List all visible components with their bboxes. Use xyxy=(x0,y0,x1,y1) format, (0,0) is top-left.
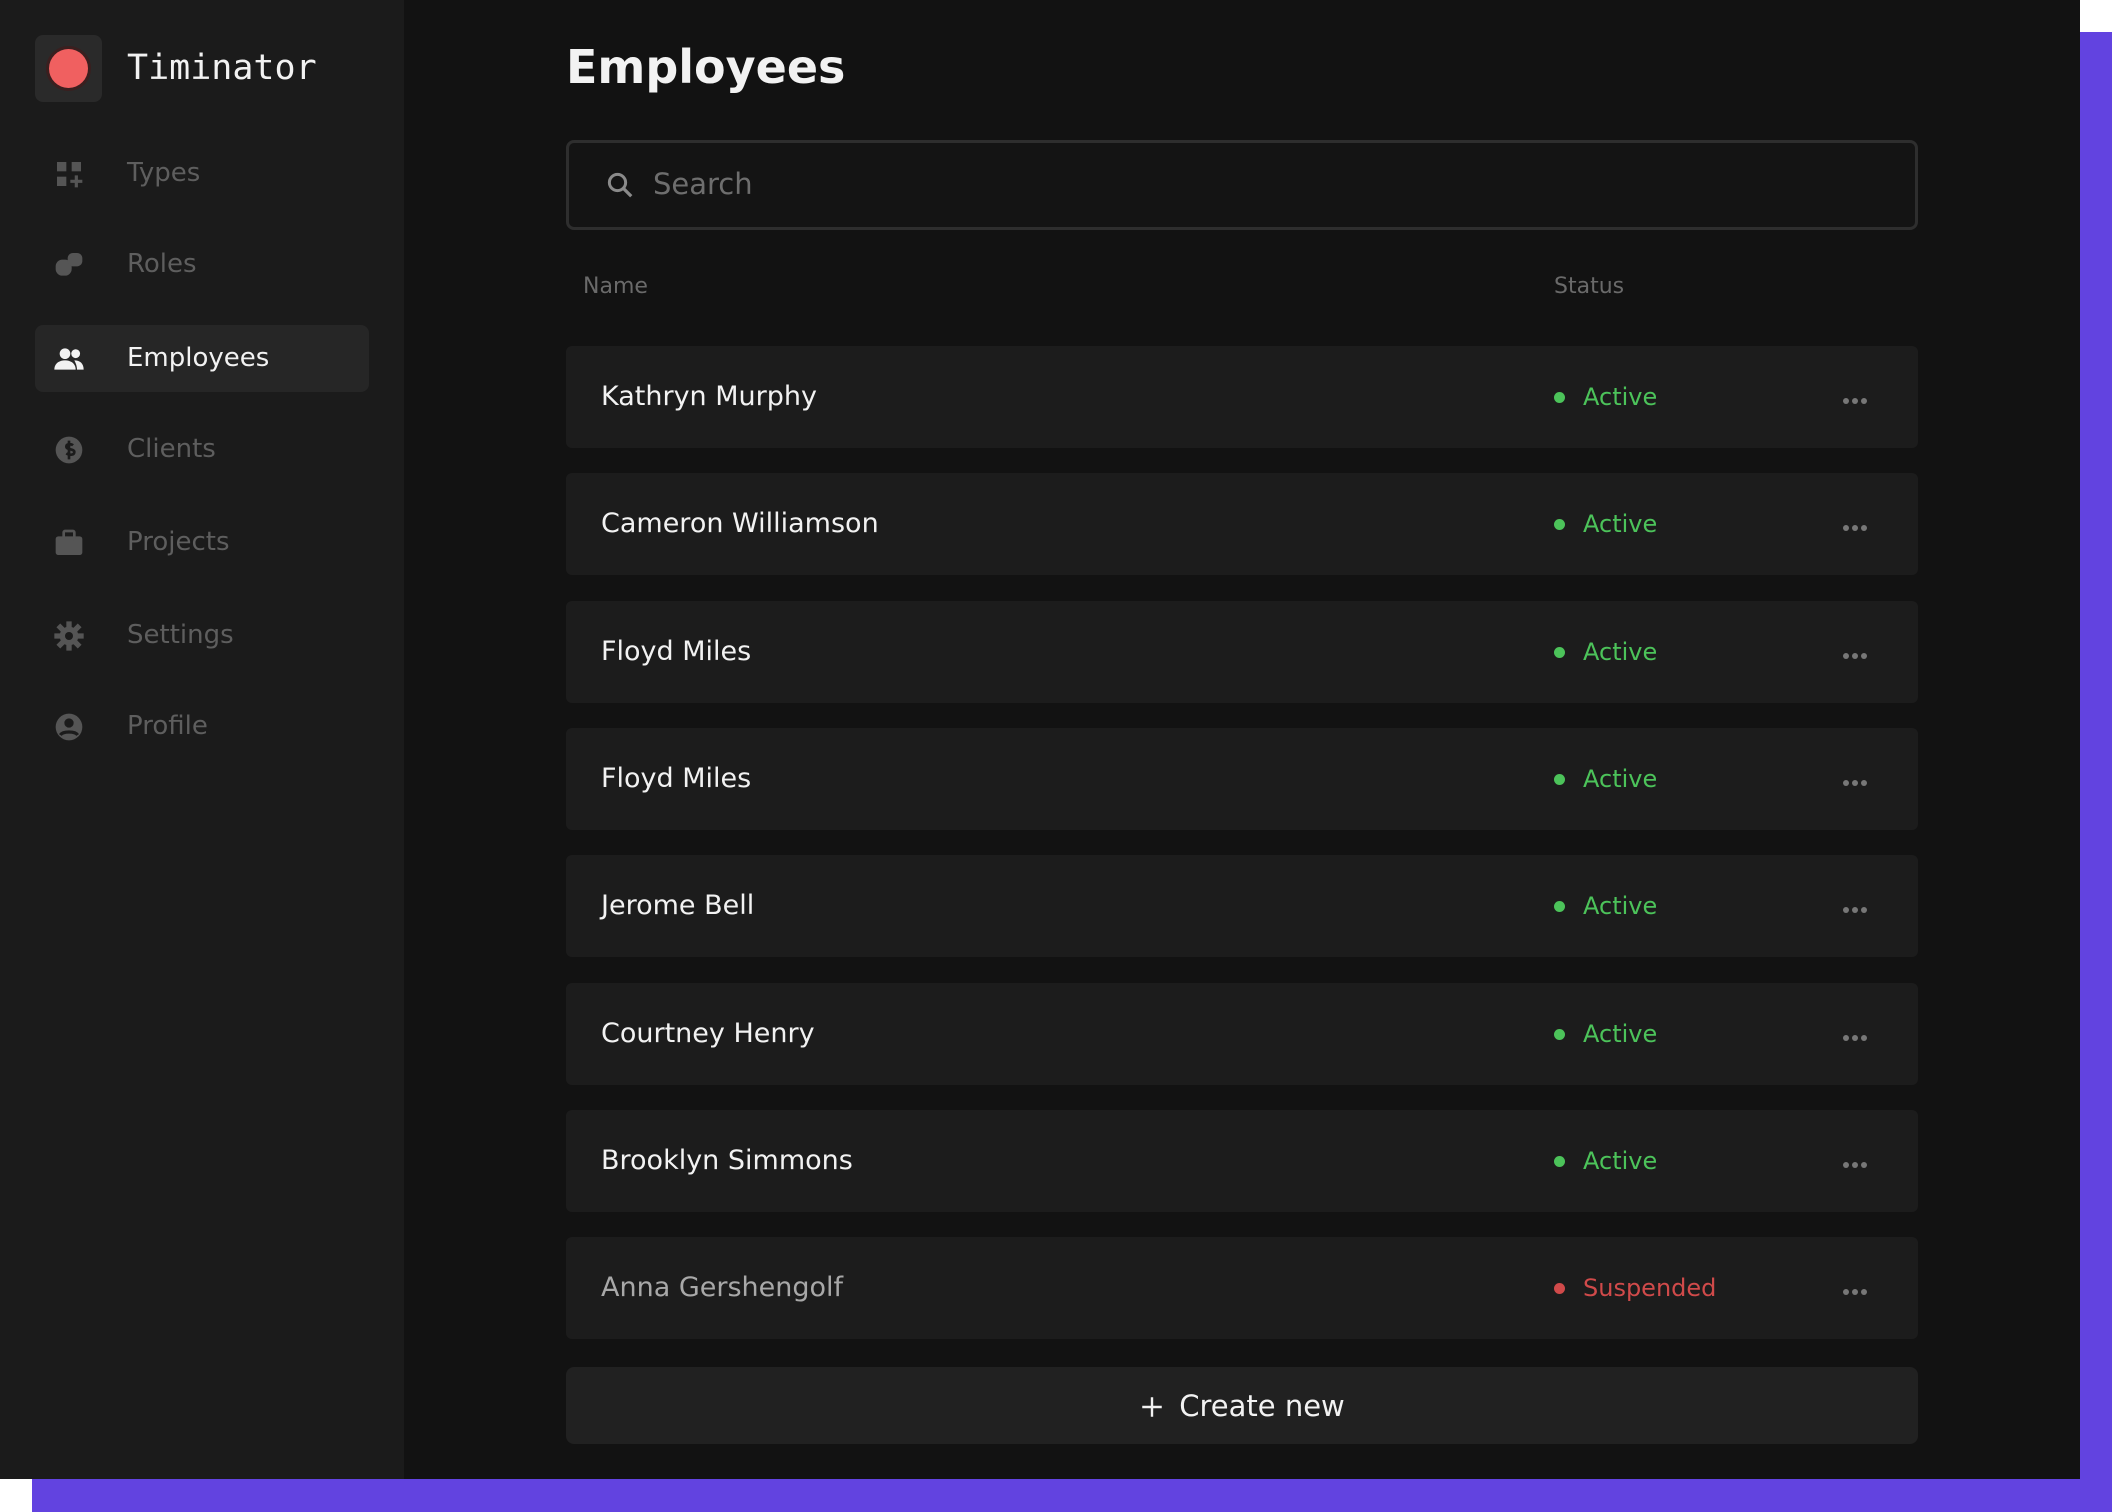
status-dot xyxy=(1554,1155,1565,1167)
logo[interactable] xyxy=(35,35,102,102)
nav-icon xyxy=(54,348,84,370)
more-button[interactable] xyxy=(1842,899,1868,918)
status-label: Active xyxy=(1583,892,1658,921)
table-row[interactable]: Brooklyn Simmons Active xyxy=(566,1109,1918,1212)
employee-name: Floyd Miles xyxy=(601,635,752,667)
more-button[interactable] xyxy=(1842,772,1868,791)
status-dot xyxy=(1554,1028,1565,1040)
nav-item[interactable]: Profile xyxy=(35,693,369,760)
nav-label: Employees xyxy=(127,343,270,373)
more-button[interactable] xyxy=(1842,390,1868,409)
employee-name: Floyd Miles xyxy=(601,762,752,794)
status-label: Active xyxy=(1583,1146,1658,1175)
nav-icon xyxy=(55,529,83,555)
table-row[interactable]: Kathryn Murphy Active xyxy=(566,346,1918,448)
more-button[interactable] xyxy=(1842,1154,1868,1173)
employee-name: Courtney Henry xyxy=(601,1017,815,1049)
search-placeholder: Search xyxy=(653,167,753,201)
sidebar: Timinator Types Roles Employees Clients Proj… xyxy=(0,0,404,1479)
nav-label: Types xyxy=(127,158,201,188)
table-row[interactable]: Jerome Bell Active xyxy=(566,855,1918,958)
table-row[interactable]: Cameron Williamson Active xyxy=(566,473,1918,576)
employee-name: Cameron Williamson xyxy=(601,508,879,540)
table-row[interactable]: Floyd Miles Active xyxy=(566,727,1918,830)
more-icon xyxy=(1843,652,1867,659)
app: Timinator Types Roles Employees Clients Proj… xyxy=(0,0,2080,1479)
nav-item[interactable]: Projects xyxy=(35,509,369,576)
more-icon xyxy=(1843,779,1867,786)
more-icon xyxy=(1843,1034,1867,1041)
employee-name: Brooklyn Simmons xyxy=(601,1144,853,1176)
nav-item[interactable]: Clients xyxy=(35,416,369,483)
logo-icon xyxy=(49,49,88,88)
nav-item[interactable]: Employees xyxy=(35,325,369,392)
nav-label: Projects xyxy=(127,527,230,557)
status-label: Active xyxy=(1583,1019,1658,1048)
more-button[interactable] xyxy=(1842,1281,1868,1300)
status-label: Active xyxy=(1583,637,1658,666)
table-row[interactable]: Courtney Henry Active xyxy=(566,982,1918,1085)
more-icon xyxy=(1843,1289,1867,1296)
status-dot xyxy=(1554,901,1565,913)
employee-name: Jerome Bell xyxy=(601,890,755,922)
employee-name: Kathryn Murphy xyxy=(601,381,817,412)
status-label: Active xyxy=(1583,510,1658,539)
status-label: Active xyxy=(1583,383,1658,411)
nav-icon xyxy=(55,436,83,464)
nav-item[interactable]: Roles xyxy=(35,231,369,298)
nav-icon xyxy=(57,162,83,188)
more-icon xyxy=(1843,398,1867,404)
nav-label: Profile xyxy=(127,711,208,741)
status-label: Active xyxy=(1583,764,1658,793)
status-dot xyxy=(1554,392,1565,403)
employee-name: Anna Gershengolf xyxy=(601,1272,844,1304)
status-dot xyxy=(1554,1283,1565,1295)
search-box[interactable]: Search xyxy=(566,140,1918,230)
button-content: Create new xyxy=(566,1389,1918,1423)
nav-icon xyxy=(55,713,83,741)
plus-icon xyxy=(1142,1397,1162,1417)
column-header: Name xyxy=(583,274,648,299)
nav-item[interactable]: Settings xyxy=(35,602,369,669)
table-row[interactable]: Anna Gershengolf Suspended xyxy=(566,1237,1918,1340)
column-header: Status xyxy=(1554,274,1625,299)
nav-icon xyxy=(55,253,83,276)
more-icon xyxy=(1843,907,1867,914)
more-icon xyxy=(1843,1161,1867,1168)
button-label: Create new xyxy=(1179,1389,1345,1423)
page-title: Employees xyxy=(566,40,846,94)
status-dot xyxy=(1554,519,1565,531)
nav-label: Settings xyxy=(127,620,234,650)
more-button[interactable] xyxy=(1842,517,1868,536)
more-button[interactable] xyxy=(1842,1027,1868,1046)
create-button[interactable]: Create new xyxy=(566,1367,1918,1444)
nav-label: Clients xyxy=(127,434,216,464)
status-label: Suspended xyxy=(1583,1274,1717,1303)
app-name: Timinator xyxy=(127,48,317,88)
more-button[interactable] xyxy=(1842,645,1868,664)
nav-label: Roles xyxy=(127,249,197,279)
nav-icon xyxy=(54,621,84,651)
status-dot xyxy=(1554,646,1565,658)
more-icon xyxy=(1843,525,1867,532)
table-row[interactable]: Floyd Miles Active xyxy=(566,600,1918,703)
status-dot xyxy=(1554,773,1565,785)
search-icon xyxy=(607,172,633,198)
nav-item[interactable]: Types xyxy=(35,140,369,207)
